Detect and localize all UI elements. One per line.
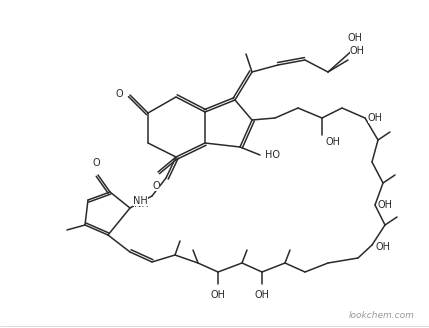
Text: lookchem.com: lookchem.com — [349, 311, 415, 320]
Text: HO: HO — [265, 150, 280, 160]
Text: O: O — [92, 158, 100, 168]
Text: OH: OH — [211, 290, 226, 300]
Text: O: O — [152, 181, 160, 191]
Text: OH: OH — [375, 242, 390, 252]
Text: OH: OH — [254, 290, 269, 300]
Text: OH: OH — [325, 137, 340, 147]
Text: OH: OH — [368, 113, 383, 123]
Text: O: O — [115, 89, 123, 99]
Text: NH: NH — [134, 199, 149, 209]
Text: OH: OH — [378, 200, 393, 210]
Text: OH: OH — [350, 46, 365, 56]
Text: OH: OH — [347, 33, 363, 43]
Text: NH: NH — [133, 196, 148, 206]
